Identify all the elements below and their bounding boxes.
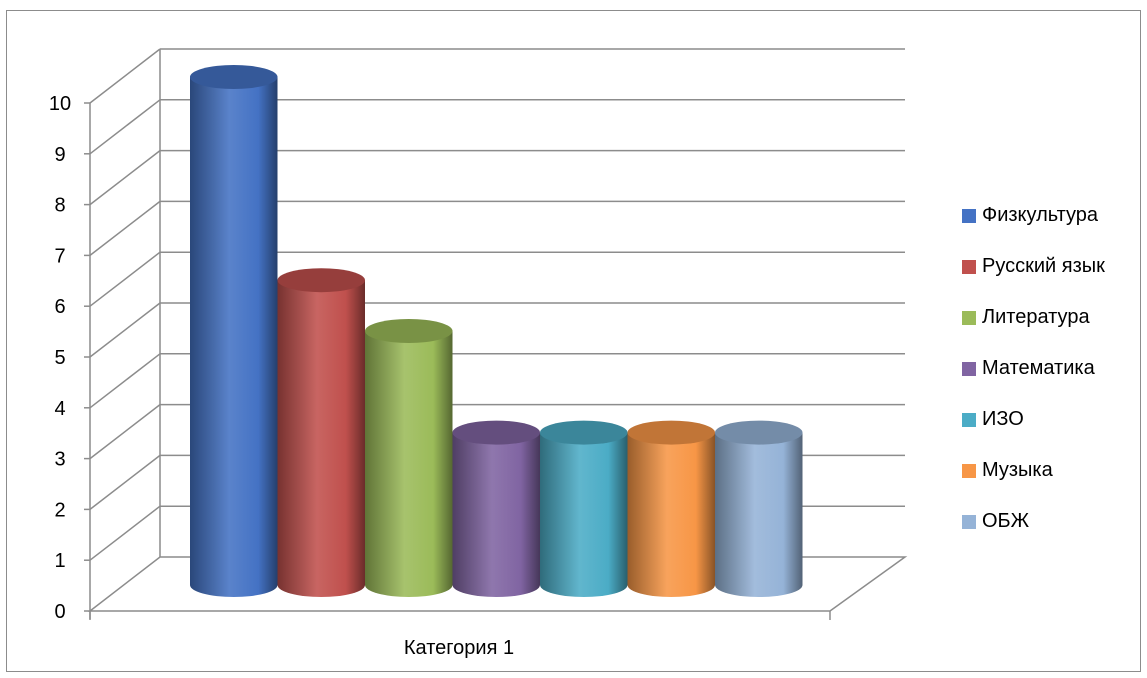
y-tick-label: 8 (54, 195, 65, 217)
bar (277, 280, 365, 597)
legend-item: ИЗО (962, 394, 1142, 445)
legend-label: Литература (982, 306, 1090, 328)
legend-label: ОБЖ (982, 510, 1030, 532)
legend-item: Музыка (962, 445, 1142, 496)
gridline-side (89, 302, 161, 358)
legend-label: Физкультура (982, 204, 1099, 226)
legend-label: Музыка (982, 459, 1053, 481)
y-tick-label: 0 (54, 601, 65, 623)
bar (540, 432, 628, 597)
legend-label: Русский язык (982, 255, 1105, 277)
legend-swatch (962, 208, 976, 223)
gridline-side (89, 48, 161, 104)
bar-top (190, 65, 278, 89)
legend-item: Физкультура (962, 190, 1142, 241)
y-tick-label: 4 (54, 398, 65, 420)
y-tick-label: 1 (54, 550, 65, 572)
legend-swatch (962, 310, 976, 325)
legend-swatch (962, 514, 976, 529)
legend-label: Математика (982, 357, 1095, 379)
y-tick-label: 9 (54, 144, 65, 166)
y-tick-label: 10 (49, 93, 71, 115)
bar-top (277, 268, 365, 293)
legend-item: Литература (962, 292, 1142, 343)
x-category-label: Категория 1 (404, 637, 514, 659)
legend-item: Русский язык (962, 241, 1142, 292)
bar-top (365, 319, 453, 343)
legend-swatch (962, 412, 976, 427)
gridline-side (89, 150, 161, 206)
y-tick-label: 7 (54, 245, 65, 267)
bar-top (452, 420, 540, 445)
y-axis-ticks: 0 1 2 3 4 5 6 7 8 9 10 (49, 93, 90, 623)
bar (715, 432, 803, 597)
bar (189, 77, 278, 597)
bar (452, 432, 540, 597)
y-tick-label: 5 (54, 347, 65, 369)
gridline-side (89, 200, 161, 256)
chart-floor (87, 556, 908, 612)
bar (365, 331, 453, 597)
gridline-side (89, 99, 161, 155)
legend: Физкультура Русский язык Литература Математ… (962, 190, 1142, 547)
bar-top (540, 420, 628, 445)
y-tick-label: 3 (54, 449, 65, 471)
bar-top (715, 420, 803, 445)
gridline-side (89, 353, 161, 409)
legend-swatch (962, 463, 976, 478)
legend-item: Математика (962, 343, 1142, 394)
y-tick-label: 2 (54, 499, 65, 521)
legend-swatch (962, 361, 976, 376)
bar (627, 432, 715, 597)
gridline-side (89, 404, 161, 460)
gridline-side (89, 454, 161, 510)
y-tick-label: 6 (54, 296, 65, 318)
gridline-side (89, 251, 161, 307)
legend-label: ИЗО (982, 408, 1024, 430)
gridline-side (89, 505, 161, 561)
legend-swatch (962, 259, 976, 274)
bar-top (627, 420, 715, 445)
chart-bars (189, 65, 803, 597)
legend-item: ОБЖ (962, 496, 1142, 547)
